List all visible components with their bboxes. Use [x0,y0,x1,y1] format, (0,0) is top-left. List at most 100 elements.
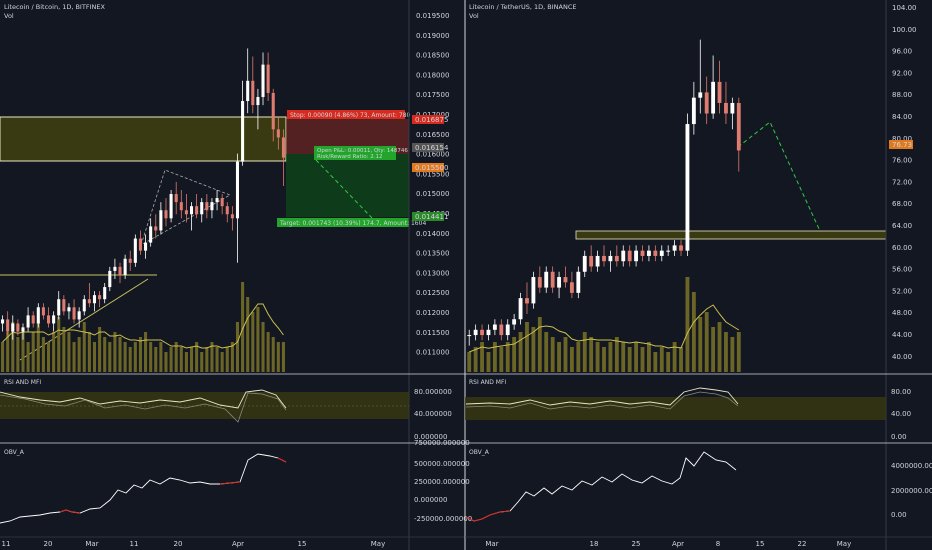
volume-bar [82,322,86,372]
left-price-axis[interactable]: 0.019500 0.019000 0.018500 0.018000 0.017500… [416,12,449,357]
candle-body [724,102,728,114]
volume-bar [138,337,142,372]
candle-body [169,194,173,219]
right-obv-pane[interactable]: OBV_A 4000000.00 2000000.00 0.00 [465,449,932,522]
right-price-axis[interactable]: 104.00100.0096.0092.0088.0084.0080.0076.… [892,4,917,361]
left-volume-ma [2,303,284,349]
candle-body [704,92,709,114]
candle-body [266,64,270,93]
right-time-axis[interactable]: Mar 18 25 Apr 8 15 22 May [485,540,851,548]
volume-bar [210,342,214,372]
left-title: Litecoin / Bitcoin, 1D, BITFINEX [4,3,105,11]
time-tick-label: 15 [756,540,765,548]
price-tick-label: 52.00 [892,287,912,295]
candle-body [251,80,255,106]
time-tick-label: 11 [130,540,139,548]
volume-bar [133,342,137,372]
left-obv-tick: 500000.000000 [414,460,470,468]
candle-body [144,242,148,251]
left-rsi-pane[interactable]: RSI AND MFI 80.000000 40.000000 0.000000 [0,379,452,441]
right-tag-current: 76.73 [892,141,912,149]
left-rsi-tick: 0.000000 [414,433,447,441]
candle-body [179,202,183,211]
candle-body [62,299,66,312]
left-time-axis[interactable]: 11 20 Mar 11 20 Apr 15 May [2,540,386,548]
right-chart[interactable]: Litecoin / TetherUS, 1D, BINANCE Vol 104… [465,0,932,550]
left-target-zone [286,154,409,217]
candle-body [164,210,168,219]
volume-bar [704,312,709,372]
candle-body [1,319,5,324]
candle-body [46,315,51,324]
left-pnl-label: Open P&L: 0.00011, Qty: 148746 [317,148,408,154]
candle-body [189,206,194,215]
left-candles [1,48,285,340]
volume-bar [26,342,30,372]
price-tick-label: 64.00 [892,222,912,230]
volume-bar [123,342,127,372]
volume-bar [98,327,102,372]
volume-bar [87,332,91,372]
volume-bar [184,352,188,372]
right-rsi-line [465,387,739,406]
volume-bar [128,347,132,372]
volume-bar [144,332,148,372]
candle-body [41,307,45,316]
volume-bar [653,352,658,372]
candle-body [480,329,484,336]
volume-bar [499,347,504,372]
left-vol-label: Vol [4,12,14,20]
candle-body [241,101,245,162]
candle-body [467,335,472,337]
right-rsi-pane[interactable]: RSI AND MFI 80.00 40.00 0.00 [465,379,911,441]
candle-body [717,81,722,103]
volume-bar [576,342,581,372]
price-tick-label: 80.00 [892,135,912,143]
right-price-area[interactable]: Litecoin / TetherUS, 1D, BINANCE Vol [467,3,887,372]
price-tick-label: 68.00 [892,200,912,208]
candle-body [736,102,741,151]
volume-bar [595,342,600,372]
candle-body [200,202,204,215]
candle-body [691,97,696,125]
candle-body [473,329,478,336]
left-trendline [19,278,149,361]
left-price-area[interactable]: Stop: 0.00090 (4.86%) 73, Amount: 780 Op… [0,3,426,372]
price-tick-label: 96.00 [892,48,912,56]
price-tick-label: 0.015500 [416,170,449,178]
left-tag-stop: 0.016875 [415,116,448,124]
price-tick-label: 60.00 [892,244,912,252]
candle-body [672,245,677,251]
candle-body [57,299,61,316]
candle-body [6,319,10,332]
volume-bar [225,347,229,372]
left-obv-down-1 [59,509,81,514]
right-volume-ma [469,304,740,353]
candle-body [133,238,137,263]
time-tick-label: 11 [2,540,11,548]
right-vol-label: Vol [469,12,479,20]
time-tick-label: 22 [798,540,807,548]
volume-bar [679,347,683,372]
volume-bar [179,347,183,372]
candle-body [640,250,645,256]
time-tick-label: May [371,540,385,548]
candle-body [537,277,542,288]
volume-bar [251,312,255,372]
candle-body [72,307,76,320]
volume-bar [717,322,722,372]
volume-bar [118,337,122,372]
price-tick-label: 100.00 [892,26,917,34]
volume-bar [72,342,76,372]
right-rsi-tick: 0.00 [891,433,907,441]
price-tick-label: 48.00 [892,309,912,317]
left-obv-pane[interactable]: OBV_A 750000.000000 500000.000000 250000… [0,439,472,524]
volume-bar [169,347,173,372]
candle-body [576,271,581,293]
candle-body [21,327,25,332]
candle-body [685,124,690,251]
volume-bar [241,282,245,372]
left-chart[interactable]: Stop: 0.00090 (4.86%) 73, Amount: 780 Op… [0,0,472,550]
candle-body [118,266,122,275]
candle-body [16,323,20,332]
